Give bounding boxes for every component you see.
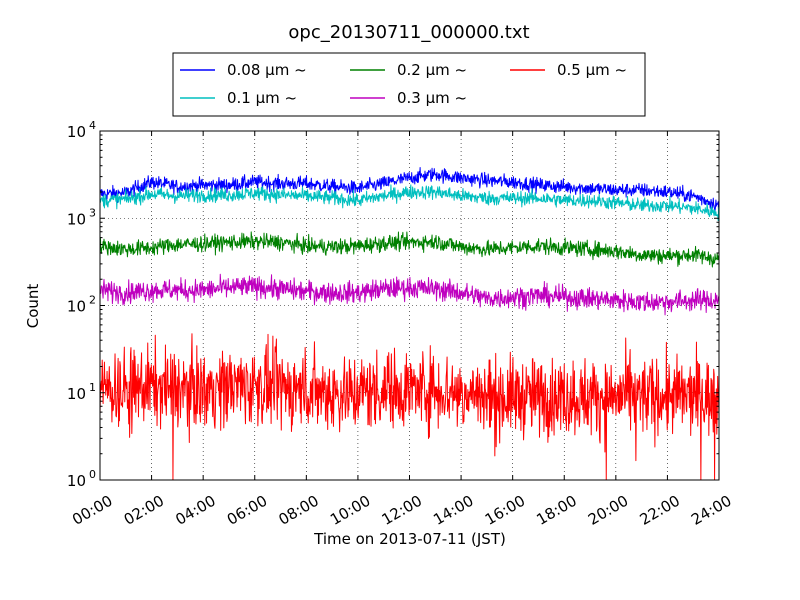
x-tick-label: 14:00 <box>430 492 476 529</box>
x-tick-label: 10:00 <box>327 492 373 529</box>
y-tick-label: 10 <box>67 123 86 141</box>
y-tick-label: 10 <box>67 210 86 228</box>
series-group <box>99 167 720 481</box>
x-tick-label: 24:00 <box>688 492 734 529</box>
legend-label: 0.5 μm ~ <box>557 61 627 79</box>
y-tick-exponent: 2 <box>89 294 96 307</box>
series-line <box>99 273 720 316</box>
series-line <box>99 167 720 212</box>
x-tick-label: 22:00 <box>637 492 683 529</box>
x-tick-label: 18:00 <box>533 492 579 529</box>
legend: 0.08 μm ~ 0.1 μm ~ 0.2 μm ~ 0.3 μm ~ 0.5 μm … <box>172 52 646 117</box>
x-tick-label: 16:00 <box>482 492 528 529</box>
y-tick-exponent: 4 <box>89 119 96 132</box>
x-tick-label: 04:00 <box>172 492 218 529</box>
legend-label: 0.08 μm ~ <box>227 61 307 79</box>
y-tick-exponent: 3 <box>89 206 96 219</box>
y-tick-label: 10 <box>67 385 86 403</box>
x-tick-label: 08:00 <box>275 492 321 529</box>
x-tick-label: 20:00 <box>585 492 631 529</box>
x-tick-label: 12:00 <box>379 492 425 529</box>
series-line <box>99 184 720 221</box>
plot-frame <box>99 130 720 481</box>
x-tick-label: 06:00 <box>224 492 270 529</box>
x-axis-label: Time on 2013-07-11 (JST) <box>313 530 506 548</box>
chart-title: opc_20130711_000000.txt <box>288 22 529 43</box>
y-axis-label: Count <box>24 284 42 329</box>
legend-label: 0.3 μm ~ <box>397 89 467 107</box>
y-tick-label: 10 <box>67 298 86 316</box>
y-tick-exponent: 1 <box>89 381 96 394</box>
legend-label: 0.1 μm ~ <box>227 89 297 107</box>
y-tick-exponent: 0 <box>89 468 96 481</box>
y-tick-label: 10 <box>67 472 86 490</box>
x-tick-label: 00:00 <box>69 492 115 529</box>
series-line <box>99 231 720 268</box>
legend-label: 0.2 μm ~ <box>397 61 467 79</box>
legend-box <box>172 52 646 117</box>
series-line <box>99 333 720 481</box>
x-tick-label: 02:00 <box>121 492 167 529</box>
